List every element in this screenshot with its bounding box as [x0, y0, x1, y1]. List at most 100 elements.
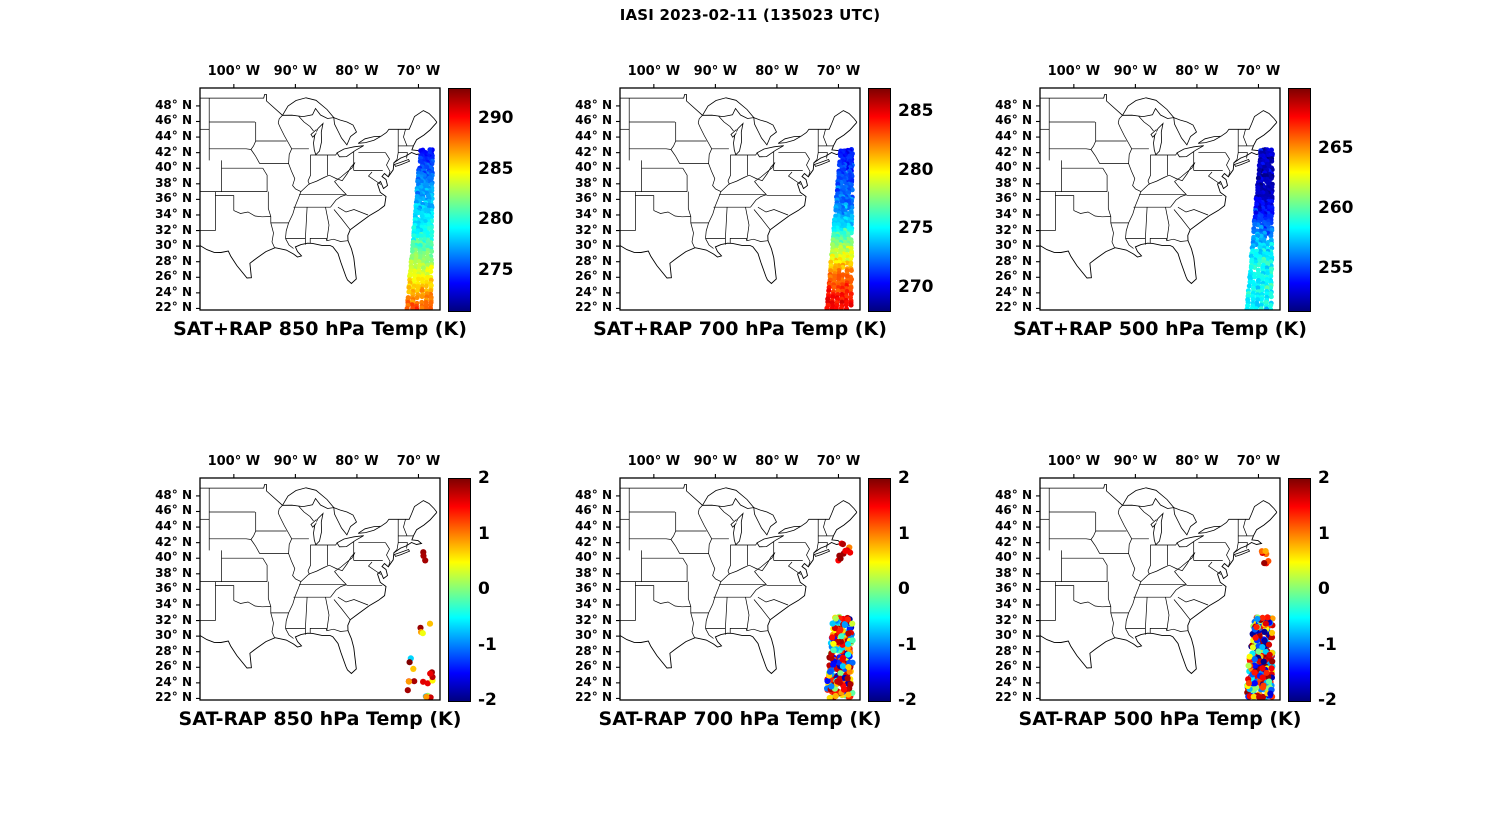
colorbar-tick-label: 280 [478, 209, 514, 230]
lat-tick-label: 48° N [995, 97, 1032, 112]
lat-tick-label: 36° N [995, 191, 1032, 206]
observation-dots [824, 147, 855, 310]
lon-tick-label: 100° W [627, 64, 681, 79]
colorbar-sat-plus-rap-850 [448, 88, 471, 312]
axes-frame [1039, 87, 1281, 311]
lat-tick-label: 44° N [995, 519, 1032, 534]
lat-tick-label: 48° N [995, 487, 1032, 502]
lat-tick-label: 34° N [155, 206, 192, 221]
colorbar-sat-plus-rap-500 [1288, 88, 1311, 312]
us-basemap-svg [1036, 474, 1281, 701]
us-basemap-svg [1036, 84, 1281, 311]
lat-tick-label: 28° N [995, 643, 1032, 658]
lat-tick-label: 36° N [155, 581, 192, 596]
lon-tick-label: 70° W [1236, 64, 1281, 79]
lat-tick-label: 38° N [575, 565, 612, 580]
colorbar-sat-minus-rap-500 [1288, 478, 1311, 702]
observation-dots [824, 540, 856, 700]
lat-tick-label: 22° N [575, 300, 612, 315]
panel-title-sat-plus-rap-700: SAT+RAP 700 hPa Temp (K) [593, 318, 887, 340]
lat-tick-label: 40° N [575, 550, 612, 565]
colorbar-tick-label: 265 [1318, 138, 1354, 158]
lat-tick-label: 36° N [155, 191, 192, 206]
lat-tick-label: 42° N [995, 144, 1032, 159]
us-basemap-svg [196, 474, 441, 701]
colorbar-sat-minus-rap-700 [868, 478, 891, 702]
lat-tick-label: 32° N [155, 612, 192, 627]
lon-tick-label: 100° W [1047, 64, 1101, 79]
colorbar-tick-label: -2 [478, 690, 497, 710]
lon-tick-label: 70° W [816, 64, 861, 79]
lat-tick-label: 34° N [575, 206, 612, 221]
lat-tick-label: 42° N [155, 534, 192, 549]
map-sat-minus-rap-700 [615, 473, 865, 705]
lat-tick-label: 22° N [995, 300, 1032, 315]
lon-tick-label: 70° W [1236, 454, 1281, 469]
lon-tick-label: 80° W [335, 64, 379, 79]
us-basemap-svg [616, 474, 861, 701]
colorbar-tick-label: 285 [478, 158, 514, 179]
lat-tick-label: 26° N [575, 269, 612, 284]
map-sat-minus-rap-500 [1035, 473, 1285, 705]
lat-tick-label: 22° N [575, 690, 612, 705]
lat-tick-label: 46° N [575, 113, 612, 128]
lat-tick-label: 28° N [995, 253, 1032, 268]
map-sat-plus-rap-850 [195, 83, 445, 315]
lon-tick-label: 90° W [693, 454, 738, 469]
lat-tick-label: 42° N [995, 534, 1032, 549]
lat-tick-label: 28° N [155, 643, 192, 658]
panel-title-sat-plus-rap-500: SAT+RAP 500 hPa Temp (K) [1013, 318, 1307, 340]
lat-tick-label: 24° N [575, 284, 612, 299]
lat-tick-label: 24° N [155, 674, 192, 689]
axes-frame [199, 477, 441, 701]
lat-tick-label: 44° N [575, 519, 612, 534]
lon-tick-label: 90° W [1113, 64, 1158, 79]
lon-tick-label: 80° W [755, 64, 799, 79]
lat-tick-label: 22° N [995, 690, 1032, 705]
lat-tick-label: 34° N [995, 596, 1032, 611]
lat-tick-label: 38° N [995, 565, 1032, 580]
lat-tick-label: 46° N [155, 503, 192, 518]
colorbar-tick-label: 1 [1318, 523, 1330, 544]
lat-tick-label: 34° N [155, 596, 192, 611]
colorbar-tick-label: 2 [478, 468, 490, 488]
lat-tick-label: 26° N [575, 659, 612, 674]
basemap-outlines [620, 94, 858, 285]
colorbar-tick-label: 0 [1318, 579, 1330, 599]
colorbar-tick-label: 1 [478, 523, 490, 544]
lat-tick-label: 46° N [995, 113, 1032, 128]
lon-tick-label: 70° W [816, 454, 861, 469]
figure-title: IASI 2023-02-11 (135023 UTC) [619, 6, 881, 24]
lon-tick-label: 100° W [1047, 454, 1101, 469]
lat-tick-label: 48° N [575, 97, 612, 112]
lat-tick-label: 30° N [155, 238, 192, 253]
basemap-outlines [620, 484, 858, 675]
lat-tick-label: 38° N [995, 175, 1032, 190]
panel-title-sat-minus-rap-700: SAT-RAP 700 hPa Temp (K) [598, 708, 882, 730]
lon-tick-label: 90° W [273, 64, 318, 79]
lat-tick-label: 42° N [575, 534, 612, 549]
lat-tick-label: 30° N [575, 628, 612, 643]
lat-tick-label: 40° N [575, 160, 612, 175]
lon-tick-label: 90° W [693, 64, 738, 79]
us-basemap-svg [616, 84, 861, 311]
lat-tick-label: 46° N [575, 503, 612, 518]
basemap-outlines [1040, 94, 1278, 285]
axes-frame [619, 477, 861, 701]
lat-tick-label: 28° N [155, 253, 192, 268]
lat-tick-label: 30° N [575, 238, 612, 253]
panel-title-sat-minus-rap-500: SAT-RAP 500 hPa Temp (K) [1018, 708, 1302, 730]
lat-tick-label: 36° N [575, 581, 612, 596]
lat-tick-label: 22° N [155, 300, 192, 315]
lat-tick-label: 34° N [575, 596, 612, 611]
lat-tick-label: 40° N [155, 160, 192, 175]
map-sat-minus-rap-850 [195, 473, 445, 705]
lon-tick-label: 100° W [627, 454, 681, 469]
lat-tick-label: 24° N [155, 284, 192, 299]
lat-tick-label: 42° N [575, 144, 612, 159]
lat-tick-label: 42° N [155, 144, 192, 159]
colorbar-tick-label: 260 [1318, 198, 1354, 218]
lat-tick-label: 32° N [575, 612, 612, 627]
lat-tick-label: 22° N [155, 690, 192, 705]
lat-tick-label: 36° N [995, 581, 1032, 596]
